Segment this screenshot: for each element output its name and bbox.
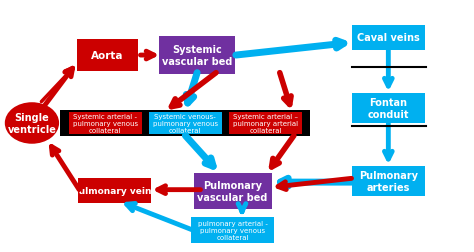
- FancyBboxPatch shape: [159, 37, 235, 75]
- FancyBboxPatch shape: [149, 112, 222, 135]
- Text: Aorta: Aorta: [91, 51, 124, 61]
- Text: Single
ventricle: Single ventricle: [8, 113, 56, 134]
- FancyBboxPatch shape: [69, 112, 142, 135]
- FancyBboxPatch shape: [77, 40, 138, 72]
- Text: pulmonary arterial -
pulmonary venous
collateral: pulmonary arterial - pulmonary venous co…: [198, 220, 267, 240]
- Text: Systemic arterial -
pulmonary venous
collateral: Systemic arterial - pulmonary venous col…: [73, 114, 137, 134]
- Text: Systemic arterial –
pulmonary arterial
collateral: Systemic arterial – pulmonary arterial c…: [233, 114, 298, 134]
- FancyBboxPatch shape: [229, 112, 302, 135]
- FancyBboxPatch shape: [193, 174, 272, 209]
- FancyBboxPatch shape: [191, 217, 274, 243]
- FancyBboxPatch shape: [352, 166, 425, 196]
- FancyBboxPatch shape: [352, 93, 425, 123]
- FancyBboxPatch shape: [352, 26, 425, 51]
- Text: Systemic
vascular bed: Systemic vascular bed: [162, 45, 232, 67]
- Ellipse shape: [5, 103, 59, 144]
- FancyBboxPatch shape: [78, 179, 151, 204]
- Text: Fontan
conduit: Fontan conduit: [367, 98, 409, 119]
- FancyBboxPatch shape: [60, 110, 310, 137]
- Text: Pulmonary
vascular bed: Pulmonary vascular bed: [197, 180, 268, 202]
- Text: Caval veins: Caval veins: [357, 33, 419, 43]
- Text: Pulmonary
arteries: Pulmonary arteries: [359, 170, 418, 192]
- Text: Systemic venous-
pulmonary venous
collateral: Systemic venous- pulmonary venous collat…: [153, 114, 218, 134]
- Text: Pulmonary veins: Pulmonary veins: [72, 187, 157, 196]
